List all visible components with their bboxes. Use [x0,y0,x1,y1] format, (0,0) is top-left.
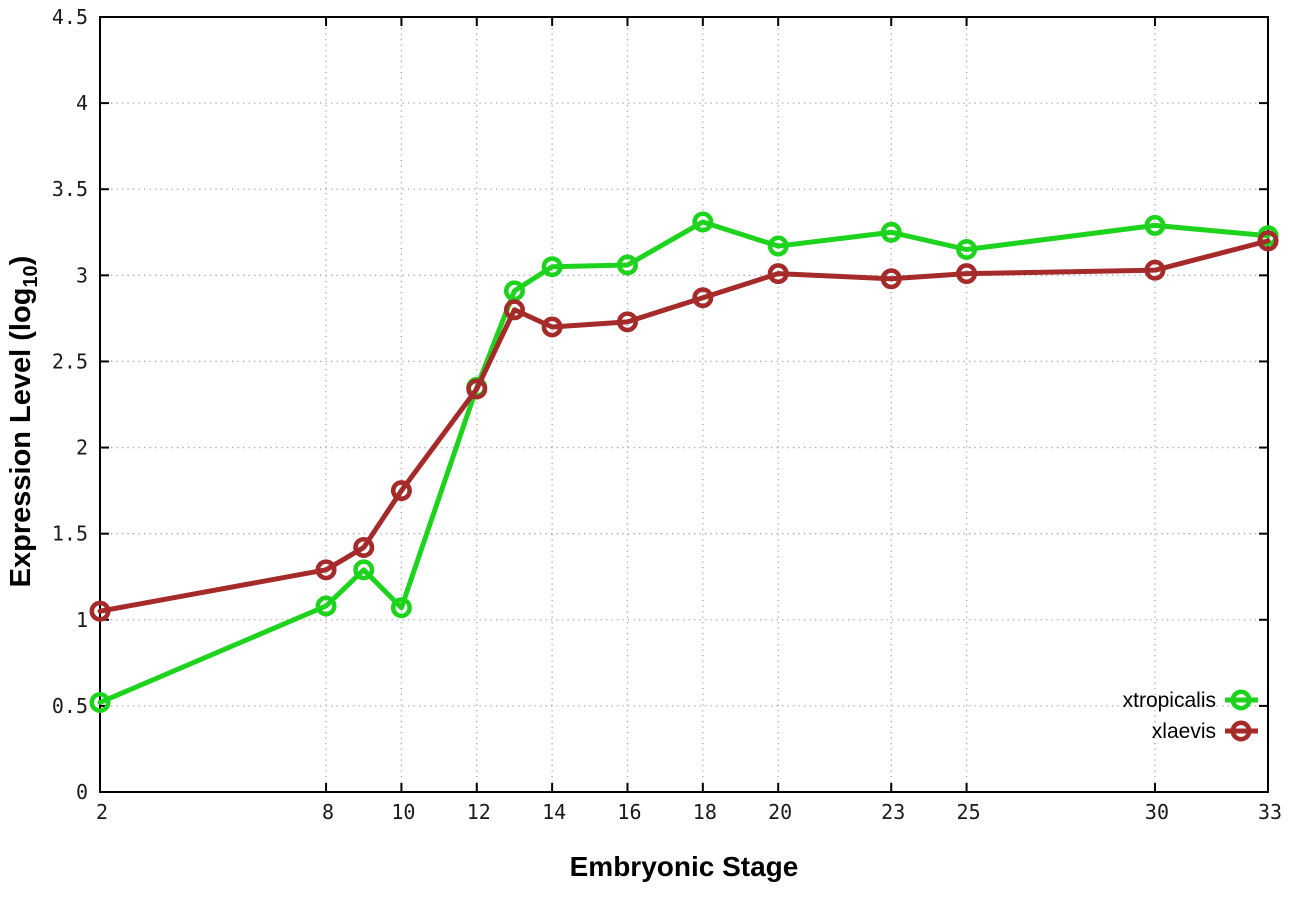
marker-xlaevis [390,480,412,502]
plot-border [99,16,1269,793]
marker-xtropicalis [541,256,563,278]
marker-xtropicalis [880,221,902,243]
x-tick-label: 12 [467,800,491,824]
y-axis-title: Expression Level (log10) [5,256,42,588]
y-tick-label: 1 [76,608,88,632]
y-tick-label: 0.5 [52,694,88,718]
y-tick-label: 3.5 [52,177,88,201]
y-tick-label: 0 [76,780,88,804]
marker-xlaevis [353,536,375,558]
marker-xlaevis [466,378,488,400]
x-tick-label: 18 [693,800,717,824]
y-tick-label: 1.5 [52,522,88,546]
marker-xtropicalis [353,559,375,581]
x-axis-title: Embryonic Stage [570,851,799,882]
marker-xtropicalis [1144,214,1166,236]
marker-xlaevis [1257,230,1279,252]
marker-xlaevis [89,600,111,622]
x-tick-label: 10 [391,800,415,824]
marker-xlaevis [692,287,714,309]
x-tick-label: 2 [96,800,108,824]
x-tick-label: 20 [768,800,792,824]
marker-xtropicalis [503,280,525,302]
legend-label-xtropicalis: xtropicalis [1123,689,1216,712]
marker-xlaevis [880,268,902,290]
marker-xtropicalis [89,691,111,713]
marker-xtropicalis [956,239,978,261]
marker-xtropicalis [767,235,789,257]
legend-label-xlaevis: xlaevis [1152,720,1216,743]
marker-xtropicalis [315,595,337,617]
y-tick-label: 4.5 [52,5,88,29]
marker-xlaevis [315,559,337,581]
x-tick-label: 30 [1145,800,1169,824]
marker-xlaevis [503,299,525,321]
x-tick-label: 8 [322,800,334,824]
y-tick-label: 2.5 [52,349,88,373]
marker-xtropicalis [390,597,412,619]
marker-xlaevis [616,311,638,333]
legend-marker-xlaevis [1230,720,1252,742]
marker-xlaevis [1144,259,1166,281]
x-tick-label: 16 [617,800,641,824]
series-line-xlaevis [97,238,1271,614]
y-tick-label: 4 [76,91,88,115]
y-tick-label: 2 [76,436,88,460]
marker-xlaevis [541,316,563,338]
x-tick-label: 25 [957,800,981,824]
x-tick-label: 14 [542,800,566,824]
series-line-xtropicalis [97,219,1271,705]
marker-xtropicalis [616,254,638,276]
y-tick-label: 3 [76,263,88,287]
legend-marker-xtropicalis [1230,689,1252,711]
marker-xlaevis [956,263,978,285]
marker-xtropicalis [692,211,714,233]
x-tick-label: 33 [1258,800,1282,824]
x-tick-label: 23 [881,800,905,824]
marker-xlaevis [767,263,789,285]
